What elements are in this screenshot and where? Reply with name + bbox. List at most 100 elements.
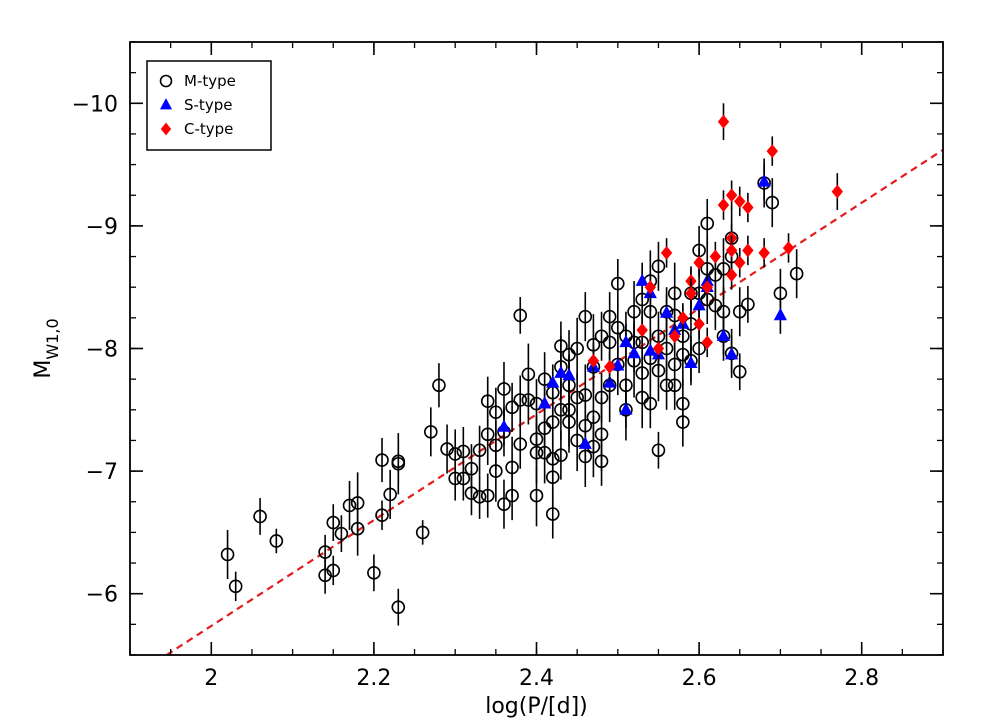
- axes-layer: 2 2.2 2.4 2.6 2.8 −6 −7 −8 −9 −10 log(P/[d]) MW1,0: [31, 41, 944, 719]
- data-point: [717, 198, 730, 212]
- data-point: [432, 378, 446, 393]
- data-point: [554, 339, 568, 353]
- data-point: [391, 600, 406, 614]
- x-tick-label: 2.8: [844, 666, 879, 691]
- y-tick-label: −8: [86, 338, 118, 363]
- data-point: [644, 280, 657, 295]
- x-tick-label: 2.4: [519, 666, 554, 691]
- data-point: [342, 498, 357, 513]
- data-point: [610, 276, 625, 291]
- data-point: [789, 266, 804, 281]
- data-point: [424, 425, 438, 439]
- data-point: [383, 487, 397, 502]
- data-point: [220, 547, 235, 562]
- y-tick-label: −9: [86, 215, 118, 240]
- data-point: [716, 304, 731, 319]
- data-point: [782, 241, 795, 255]
- data-point: [766, 144, 778, 159]
- data-point: [578, 309, 593, 324]
- data-point: [545, 507, 560, 521]
- x-axis-label: log(P/[d]): [485, 694, 588, 719]
- data-point: [334, 526, 349, 541]
- data-point: [472, 490, 487, 504]
- data-point: [578, 436, 592, 449]
- data-point: [692, 341, 706, 356]
- data-point: [651, 259, 666, 274]
- data-point: [594, 390, 609, 405]
- data-point: [773, 307, 787, 321]
- data-point: [669, 329, 681, 344]
- data-point: [700, 216, 715, 231]
- data-point: [545, 452, 560, 466]
- data-point: [529, 432, 544, 447]
- data-point: [693, 317, 705, 331]
- data-point: [456, 444, 471, 459]
- data-point: [701, 280, 713, 295]
- data-point: [326, 515, 341, 530]
- legend: M-type S-type C-type: [146, 60, 272, 151]
- data-point: [636, 323, 648, 338]
- data-point: [513, 393, 528, 407]
- series-s-type: [497, 163, 787, 463]
- y-tick-label: −6: [86, 583, 118, 608]
- data-point: [627, 304, 641, 319]
- data-point: [692, 298, 706, 311]
- data-point: [497, 382, 511, 396]
- data-point: [651, 443, 666, 458]
- data-point: [562, 415, 576, 429]
- y-axis-label-main: M: [31, 360, 56, 379]
- data-point: [554, 365, 568, 378]
- data-point: [677, 310, 689, 325]
- data-point: [570, 390, 584, 405]
- data-point: [742, 243, 754, 258]
- data-point: [538, 396, 552, 409]
- data-point: [489, 438, 503, 453]
- data-point: [464, 461, 479, 476]
- data-point: [375, 508, 389, 523]
- y-axis-label-subscript: W1,0: [43, 318, 62, 359]
- data-point: [741, 297, 755, 312]
- data-point: [660, 245, 673, 260]
- series-m-type: [220, 158, 804, 626]
- data-point: [513, 308, 528, 323]
- data-point: [709, 249, 722, 264]
- data-point: [554, 402, 568, 417]
- data-point: [505, 488, 519, 503]
- legend-marker-c-type: [160, 122, 172, 136]
- data-point: [521, 367, 536, 382]
- data-point: [489, 405, 503, 420]
- data-point: [513, 437, 528, 451]
- data-point: [480, 394, 495, 409]
- data-point: [269, 534, 284, 548]
- data-point: [659, 305, 674, 318]
- data-point: [684, 355, 698, 369]
- data-point: [537, 372, 552, 386]
- data-point: [480, 427, 495, 442]
- data-point: [627, 345, 641, 359]
- data-point: [602, 309, 617, 324]
- data-point: [765, 195, 780, 210]
- data-point: [725, 347, 739, 360]
- data-points-layer: [220, 103, 844, 626]
- fit-line: [165, 148, 943, 655]
- data-point: [594, 427, 609, 442]
- data-point: [587, 353, 600, 368]
- data-point: [375, 453, 389, 467]
- legend-label-c-type: C-type: [184, 120, 233, 138]
- data-point: [725, 188, 738, 203]
- data-point: [652, 341, 665, 356]
- data-point: [603, 359, 616, 374]
- legend-label-s-type: S-type: [184, 96, 232, 114]
- data-point: [546, 375, 560, 388]
- data-point: [701, 335, 713, 350]
- data-point: [367, 566, 381, 580]
- data-point: [415, 525, 430, 540]
- data-point: [497, 419, 511, 432]
- data-point: [676, 396, 690, 411]
- data-point: [448, 447, 463, 461]
- data-point: [570, 433, 584, 448]
- data-point: [667, 378, 682, 393]
- y-tick-label: −10: [72, 92, 118, 117]
- data-point: [685, 286, 697, 301]
